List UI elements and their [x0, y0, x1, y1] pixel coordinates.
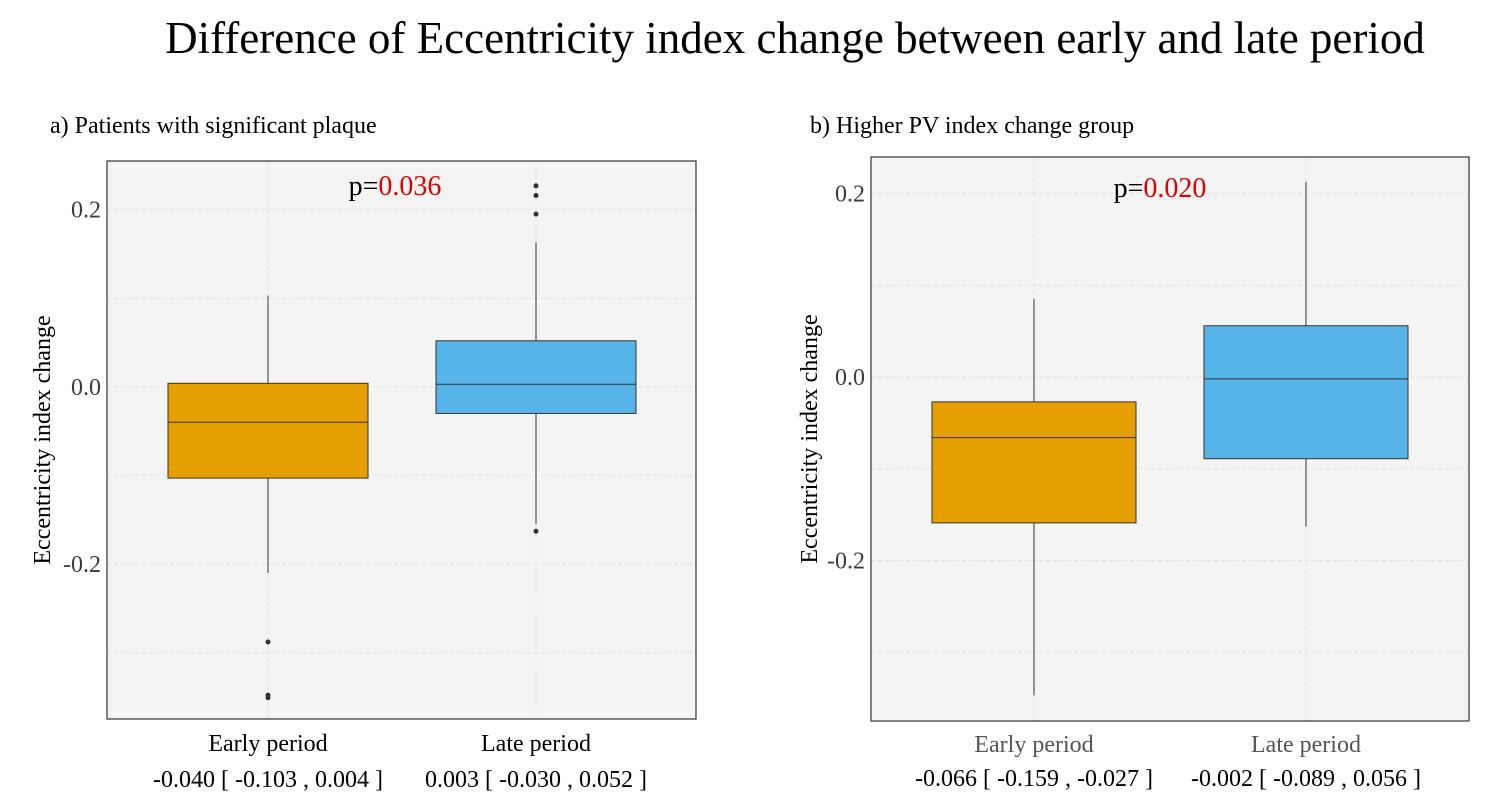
panel-b-y-tick-label: 0.0: [835, 365, 865, 391]
main-title: Difference of Eccentricity index change …: [165, 13, 1425, 63]
panel-a-summary-stats: 0.003 [ -0.030 , 0.052 ]: [425, 767, 647, 793]
panel-a-y-tick-label: 0.0: [71, 375, 101, 401]
panel-a-p-label: p=: [349, 171, 379, 202]
panel-a-y-tick-label: 0.2: [71, 198, 101, 224]
panel-a-late-outlier-point: [533, 211, 539, 217]
panel-a-late-outlier-point: [533, 183, 539, 189]
panel-a-late-box: [435, 340, 637, 414]
panel-a-late-outlier-point: [533, 528, 539, 534]
panel-a-early-outlier-point: [265, 639, 271, 645]
panel-a-summary-stats: -0.040 [ -0.103 , 0.004 ]: [153, 767, 383, 793]
panel-b-border: [870, 156, 1470, 722]
panel-b-x-category-label: Early period: [974, 732, 1093, 758]
panel-a-late-outlier-point: [533, 193, 539, 199]
panel-b-summary-stats: -0.066 [ -0.159 , -0.027 ]: [915, 766, 1153, 792]
panel-b-early-box: [931, 401, 1137, 524]
panel-a-y-tick-label: -0.2: [63, 552, 101, 578]
panel-b-y-tick-label: 0.2: [835, 182, 865, 208]
panel-a-p-number: 0.036: [378, 171, 441, 202]
panel-b-title: b) Higher PV index change group: [810, 113, 1134, 139]
panel-b-summary-stats: -0.002 [ -0.089 , 0.056 ]: [1191, 766, 1421, 792]
panel-a-x-category-label: Early period: [208, 731, 327, 757]
panel-b-late-box: [1203, 325, 1409, 460]
panel-b-y-axis-label: Eccentricity index change: [797, 314, 823, 563]
panel-b-p-label: p=: [1114, 173, 1144, 204]
panel-b-y-tick-label: -0.2: [827, 549, 865, 575]
panel-a-title: a) Patients with significant plaque: [50, 113, 377, 139]
panel-a-early-outlier-point: [265, 695, 271, 701]
panel-b-p-value: p=0.020: [1114, 173, 1207, 204]
panel-a-p-value: p=0.036: [349, 171, 442, 202]
panel-b-x-category-label: Late period: [1251, 732, 1361, 758]
panel-a-border: [106, 160, 697, 720]
panel-b-p-number: 0.020: [1143, 173, 1206, 204]
panel-a-x-category-label: Late period: [481, 731, 591, 757]
panel-a-y-axis-label: Eccentricity index change: [30, 315, 56, 564]
panel-a-early-box: [167, 382, 369, 479]
